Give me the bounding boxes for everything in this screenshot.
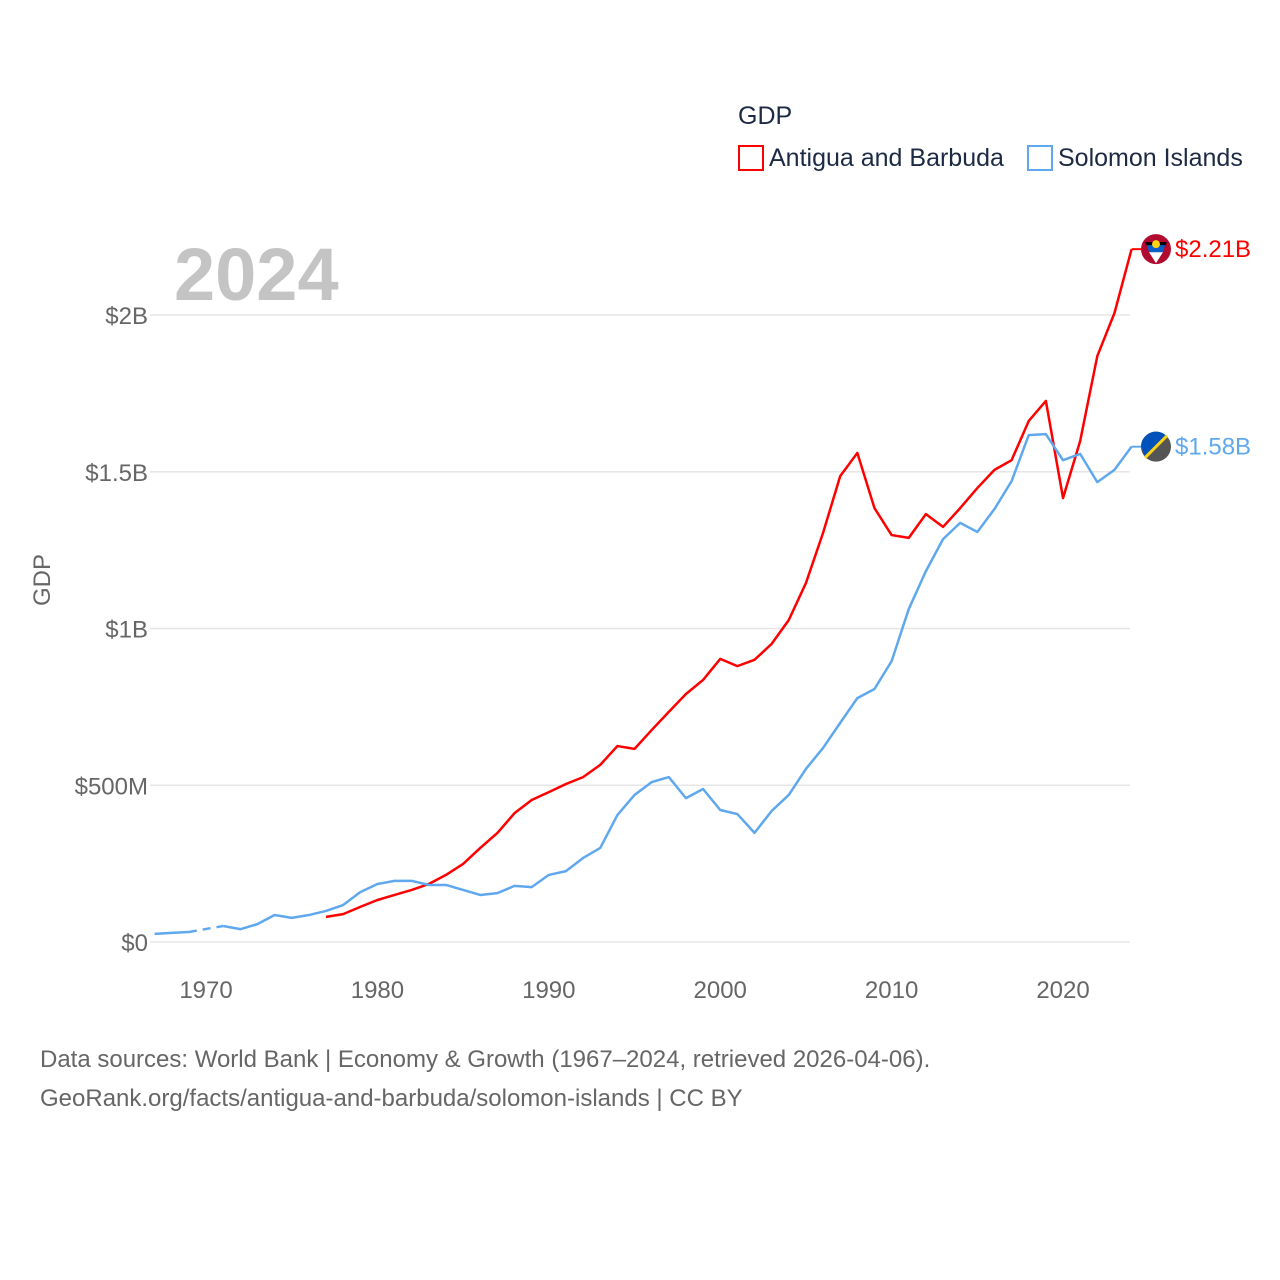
flag-blue: [1141, 431, 1167, 458]
legend-label-solomon[interactable]: Solomon Islands: [1058, 144, 1243, 172]
legend-label-antigua[interactable]: Antigua and Barbuda: [769, 144, 1004, 172]
footer-sources: Data sources: World Bank | Economy & Gro…: [40, 1046, 931, 1073]
legend-title: GDP: [738, 102, 792, 130]
y-tick-label: $1.5B: [85, 460, 148, 487]
end-value-label: $2.21B: [1175, 236, 1251, 263]
x-tick-label: 2000: [694, 977, 747, 1004]
flag-sun: [1152, 240, 1160, 249]
y-tick-label: $2B: [105, 303, 148, 330]
legend-swatch-antigua[interactable]: [738, 145, 764, 171]
end-value-label: $1.58B: [1175, 434, 1251, 461]
legend: GDP Antigua and Barbuda Solomon Islands: [738, 102, 1243, 172]
antigua-and-barbuda-flag-icon: [1141, 234, 1171, 265]
y-tick-label: $0: [121, 930, 148, 957]
flag-stripe: [1143, 434, 1169, 459]
x-tick-label: 1980: [351, 977, 404, 1004]
y-axis-label: GDP: [29, 554, 56, 606]
series-line-solomon-islands: [222, 432, 1133, 931]
x-tick-label: 1970: [179, 977, 232, 1004]
x-tick-label: 1990: [522, 977, 575, 1004]
series-gap-line: [188, 924, 224, 934]
x-tick-label: 2010: [865, 977, 918, 1004]
series-line-antigua-and-barbuda: [325, 248, 1133, 919]
y-tick-label: $1B: [105, 617, 148, 644]
year-watermark: 2024: [174, 233, 339, 316]
gdp-line-chart: $0 $500M $1B $1.5B $2B 1970 1980 1990 2000 2010 20…: [29, 102, 1251, 1004]
solomon-islands-flag-icon: [1141, 431, 1171, 462]
legend-swatch-solomon[interactable]: [1027, 145, 1053, 171]
flag-blue: [1147, 245, 1165, 253]
series-line-solomon-islands: [154, 930, 189, 936]
footer-link[interactable]: GeoRank.org/facts/antigua-and-barbuda/so…: [40, 1085, 743, 1112]
x-tick-label: 2020: [1036, 977, 1089, 1004]
flag-white: [1149, 252, 1163, 264]
y-tick-label: $500M: [75, 773, 148, 800]
